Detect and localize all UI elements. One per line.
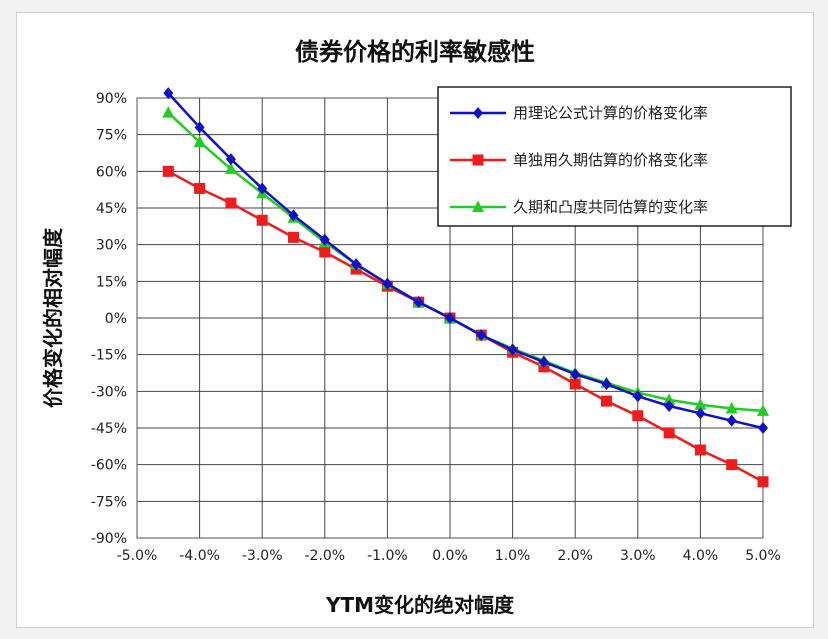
x-tick-label: -1.0%: [367, 548, 408, 564]
y-tick-label: -15%: [91, 348, 127, 364]
data-point: [225, 153, 236, 166]
data-point: [351, 258, 362, 271]
y-tick-label: -45%: [91, 421, 127, 437]
legend-label: 久期和凸度共同估算的变化率: [513, 198, 708, 216]
data-point: [319, 246, 331, 258]
data-point: [758, 422, 768, 434]
data-point: [632, 410, 644, 422]
legend-entry: 单独用久期估算的价格变化率: [450, 151, 708, 169]
legend-entry: 久期和凸度共同估算的变化率: [450, 198, 708, 216]
legend-marker: [472, 200, 484, 212]
series-diamond: [163, 87, 768, 434]
x-tick-label: 4.0%: [683, 548, 719, 564]
data-point: [663, 427, 675, 439]
data-point: [601, 378, 612, 390]
data-point: [413, 296, 424, 309]
y-tick-label: 15%: [96, 274, 127, 290]
data-point: [757, 476, 769, 488]
y-tick-label: 45%: [96, 201, 127, 217]
tick-labels: -5.0% -4.0% -3.0% -2.0% -1.0% 0.0% 1.0% 2.0% 3.0…: [91, 91, 781, 564]
data-point: [225, 197, 237, 209]
x-tick-label: 2.0%: [557, 548, 593, 564]
data-point: [194, 121, 205, 134]
x-tick-label: -5.0%: [117, 548, 158, 564]
data-point: [224, 162, 237, 174]
data-point: [319, 233, 330, 246]
legend-label: 用理论公式计算的价格变化率: [513, 104, 708, 122]
data-point: [256, 214, 268, 226]
y-tick-label: 30%: [96, 238, 127, 254]
x-axis-title: YTM变化的绝对幅度: [325, 593, 515, 617]
series-lines: [162, 87, 769, 488]
y-tick-label: 60%: [96, 164, 127, 180]
series-line: [167, 92, 764, 430]
y-axis-title: 价格变化的相对幅度: [41, 227, 65, 408]
data-point: [162, 106, 175, 118]
data-point: [726, 414, 737, 427]
x-tick-label: -2.0%: [304, 548, 345, 564]
legend-box: [437, 86, 792, 227]
y-tick-label: -75%: [91, 494, 127, 510]
data-point: [694, 398, 707, 410]
y-tick-label: -90%: [91, 531, 127, 547]
x-tick-label: 5.0%: [745, 548, 781, 564]
data-point: [538, 356, 549, 368]
y-tick-label: 0%: [105, 311, 127, 327]
y-tick-label: 90%: [96, 91, 127, 107]
data-point: [507, 343, 518, 356]
chart-title: 债券价格的利率敏感性: [295, 38, 535, 66]
legend-entry: 用理论公式计算的价格变化率: [450, 104, 708, 122]
x-tick-label: 3.0%: [620, 548, 656, 564]
y-tick-label: 75%: [96, 128, 127, 144]
data-point: [695, 407, 706, 420]
data-point: [757, 404, 769, 416]
data-point: [288, 209, 299, 222]
x-tick-label: -4.0%: [179, 548, 220, 564]
data-point: [726, 459, 738, 471]
legend-label: 单独用久期估算的价格变化率: [513, 151, 708, 169]
data-point: [382, 277, 393, 290]
x-tick-label: 0.0%: [432, 548, 468, 564]
data-point: [569, 378, 581, 390]
x-tick-label: 1.0%: [495, 548, 531, 564]
y-tick-label: -60%: [91, 458, 127, 474]
legend-marker: [472, 154, 484, 166]
data-point: [632, 390, 643, 403]
data-point: [476, 329, 487, 342]
data-point: [663, 393, 676, 405]
data-point: [288, 231, 299, 243]
data-point: [570, 368, 581, 381]
data-point: [664, 400, 675, 412]
data-point: [694, 444, 706, 456]
x-tick-label: -3.0%: [242, 548, 283, 564]
y-tick-label: -30%: [91, 384, 127, 400]
legend-marker: [473, 107, 483, 119]
data-point: [601, 395, 612, 407]
data-point: [257, 182, 268, 195]
data-point: [163, 87, 174, 100]
data-point: [162, 165, 174, 177]
data-point: [725, 401, 738, 414]
data-point: [193, 135, 206, 147]
data-point: [194, 182, 206, 194]
data-point: [445, 312, 455, 324]
